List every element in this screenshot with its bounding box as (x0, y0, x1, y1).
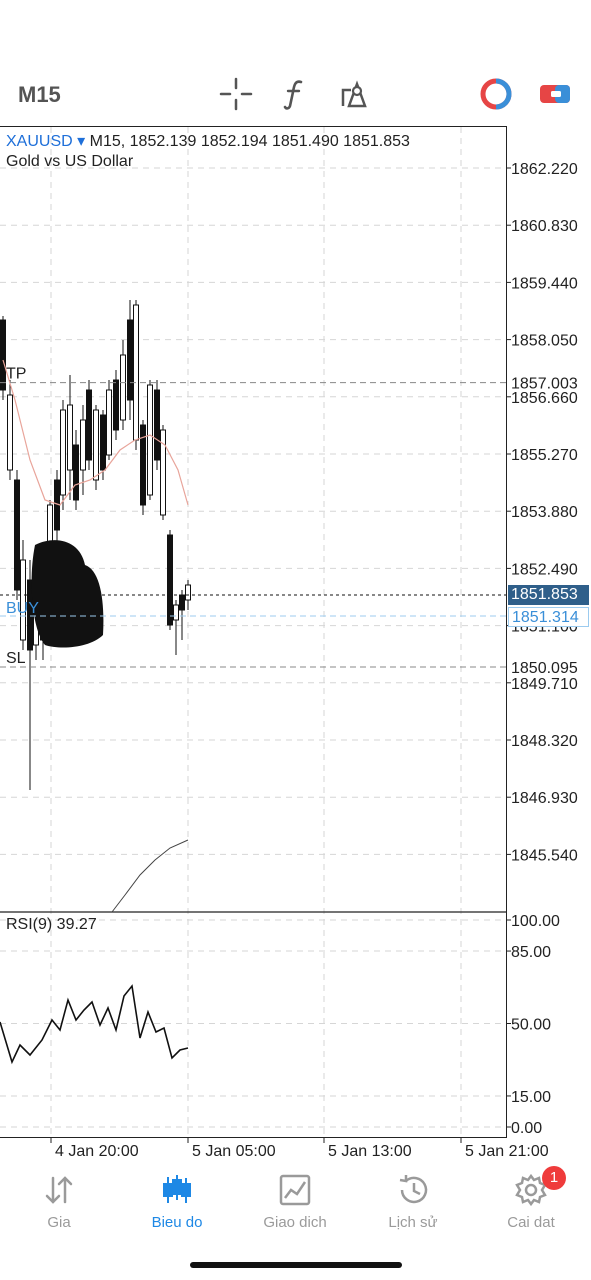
price-label: 1848.320 (511, 733, 578, 750)
chart-area[interactable] (0, 126, 507, 1138)
candle-body (20, 559, 26, 641)
candle-body (93, 409, 99, 481)
tp-price-label: 1857.003 (511, 376, 578, 393)
buy-label: BUY (6, 600, 39, 617)
one-click-trading-icon[interactable] (478, 76, 514, 112)
price-label: 1845.540 (511, 847, 578, 864)
history-icon (399, 1175, 428, 1204)
rsi-level-label: 50.00 (511, 1017, 551, 1034)
candle-body (67, 404, 73, 471)
redacted-area (31, 540, 104, 648)
sl-label: SL (6, 650, 26, 667)
tab-quotes[interactable]: Gia (0, 1162, 118, 1242)
trade-icon[interactable] (537, 76, 573, 112)
chart-symbol-info: XAUUSD ▾ M15, 1852.139 1852.194 1851.490… (6, 131, 410, 151)
quotes-icon (45, 1176, 73, 1204)
price-label: 1862.220 (511, 161, 578, 178)
rsi-level-label: 15.00 (511, 1089, 551, 1106)
ohlc-values: M15, 1852.139 1852.194 1851.490 1851.853 (89, 133, 410, 150)
time-label: 4 Jan 20:00 (55, 1143, 139, 1160)
price-label: 1846.930 (511, 790, 578, 807)
bottom-tab-bar: Gia Bieu do Giao dich (0, 1162, 591, 1242)
candle-body (179, 594, 185, 611)
symbol-description: Gold vs US Dollar (6, 153, 134, 170)
tp-label: TP (6, 366, 26, 383)
function-icon[interactable] (277, 76, 313, 112)
price-label: 1856.660 (511, 390, 578, 407)
price-label: 1852.490 (511, 561, 578, 578)
price-label: 1849.710 (511, 676, 578, 693)
tab-label: Cai dat (507, 1214, 555, 1231)
candle-body (100, 414, 106, 471)
timeframe-button[interactable]: M15 (18, 82, 61, 107)
candle-body (80, 419, 86, 471)
tab-label: Giao dich (263, 1214, 327, 1231)
chart-icon (163, 1175, 191, 1203)
price-label: 1860.830 (511, 218, 578, 235)
candle-body (167, 534, 173, 626)
rsi-level-label: 0.00 (511, 1120, 542, 1137)
rsi-level-label: 85.00 (511, 944, 551, 961)
rsi-indicator: 100.00 85.00 50.00 15.00 0.00 (0, 913, 560, 1137)
notification-badge: 1 (542, 1166, 566, 1190)
candle-body (185, 584, 191, 601)
time-label: 5 Jan 13:00 (328, 1143, 412, 1160)
home-indicator (190, 1262, 402, 1268)
trend-line (111, 839, 189, 913)
rsi-line (0, 984, 189, 1065)
candle-body (154, 389, 160, 461)
symbol-name[interactable]: XAUUSD (6, 133, 73, 150)
trade-chart-icon (279, 1174, 311, 1206)
tab-history[interactable]: Lịch sử (354, 1162, 472, 1242)
candle-body (133, 304, 139, 441)
tab-label: Lịch sử (388, 1214, 438, 1231)
candle-body (127, 319, 133, 401)
candle-body (0, 319, 6, 391)
buy-price-tag: 1851.314 (508, 607, 589, 627)
price-axis: 1862.220 1860.830 1859.440 1858.050 1856.660… (506, 161, 578, 864)
candle-body (14, 479, 20, 591)
trade-lines: TP 1857.003 SL 1850.095 BUY (0, 366, 578, 677)
tab-settings[interactable]: Cai dat 1 (472, 1162, 590, 1242)
chart-toolbar: M15 (0, 68, 591, 120)
price-label: 1858.050 (511, 333, 578, 350)
gear-icon (515, 1173, 547, 1207)
rsi-level-label: 100.00 (511, 913, 560, 930)
candle-body (147, 384, 153, 496)
time-label: 5 Jan 21:00 (465, 1143, 549, 1160)
moving-average-line (2, 359, 189, 506)
time-label: 5 Jan 05:00 (192, 1143, 276, 1160)
tab-label: Bieu do (151, 1214, 203, 1231)
chart-grid (0, 127, 506, 1143)
price-label: 1855.270 (511, 447, 578, 464)
price-label: 1853.880 (511, 504, 578, 521)
candle-body (86, 389, 92, 461)
candle-body (140, 424, 146, 506)
sl-price-label: 1850.095 (511, 660, 578, 677)
time-axis: 4 Jan 20:00 5 Jan 05:00 5 Jan 13:00 5 Jan 2… (55, 1143, 549, 1160)
candlesticks (0, 300, 191, 913)
tab-label: Gia (47, 1214, 71, 1231)
price-label: 1859.440 (511, 275, 578, 292)
candle-body (7, 394, 13, 471)
symbol-dropdown-icon[interactable]: ▾ (77, 133, 86, 150)
tab-trade[interactable]: Giao dich (236, 1162, 354, 1242)
candle-body (60, 409, 66, 496)
candle-body (106, 389, 112, 456)
candle-body (73, 444, 79, 501)
current-price-tag: 1851.853 (508, 585, 589, 605)
candle-body (173, 604, 179, 621)
rsi-label: RSI(9) 39.27 (6, 916, 97, 933)
candle-body (120, 354, 126, 421)
candle-body (160, 429, 166, 516)
candle-body (113, 379, 119, 431)
candle-body (27, 579, 33, 651)
crosshair-icon[interactable] (218, 76, 254, 112)
chart-canvas[interactable]: TP 1857.003 SL 1850.095 BUY 1862.220 1860.830… (0, 0, 591, 1165)
objects-icon[interactable] (337, 76, 373, 112)
tab-chart[interactable]: Bieu do (118, 1162, 236, 1242)
